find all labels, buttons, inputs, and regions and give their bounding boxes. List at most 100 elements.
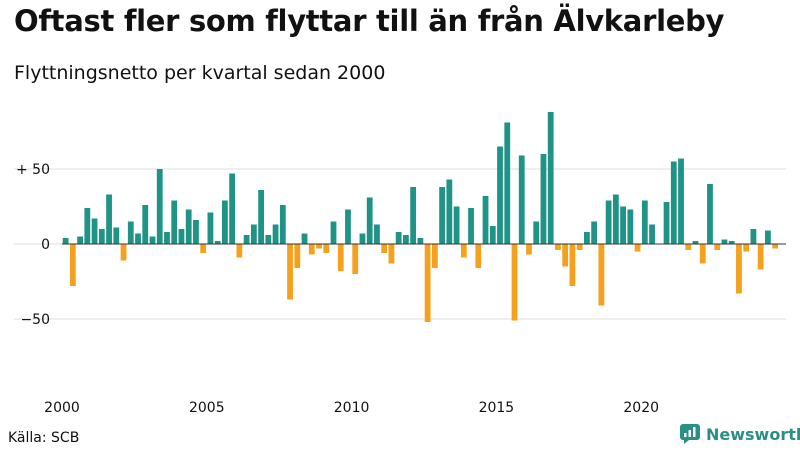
newsworthy-logo-icon bbox=[680, 424, 700, 444]
bar bbox=[149, 236, 156, 244]
bar bbox=[699, 244, 706, 264]
bar bbox=[670, 161, 677, 244]
bar bbox=[279, 205, 286, 244]
bar bbox=[468, 208, 474, 244]
brand-logo[interactable]: Newsworthy bbox=[680, 424, 800, 444]
bar bbox=[345, 209, 351, 244]
bar bbox=[330, 221, 337, 244]
chart-title: Oftast fler som flyttar till än från Älv… bbox=[14, 4, 725, 38]
bar bbox=[171, 200, 178, 244]
bar bbox=[757, 244, 764, 270]
bar bbox=[374, 224, 380, 244]
bar bbox=[424, 244, 431, 322]
x-tick-label: 2010 bbox=[334, 400, 370, 416]
y-axis-labels: + 50 0 −50 bbox=[16, 162, 50, 328]
bar bbox=[562, 244, 569, 267]
bar bbox=[258, 190, 264, 244]
bar bbox=[222, 200, 228, 244]
bar bbox=[475, 244, 482, 268]
bar bbox=[649, 224, 655, 244]
bar bbox=[663, 202, 670, 244]
bar bbox=[460, 244, 467, 258]
bar bbox=[439, 187, 445, 244]
bar bbox=[685, 244, 692, 250]
bar bbox=[84, 208, 91, 244]
bar bbox=[497, 146, 503, 244]
bar bbox=[743, 244, 750, 252]
bar bbox=[308, 244, 315, 255]
bar bbox=[250, 224, 257, 244]
source-note: Källa: SCB bbox=[8, 430, 80, 446]
bar bbox=[243, 235, 250, 244]
bar bbox=[301, 233, 308, 244]
bar bbox=[504, 122, 511, 244]
bar bbox=[678, 158, 684, 244]
bar bbox=[576, 244, 583, 250]
bar bbox=[113, 227, 120, 244]
bar bbox=[135, 233, 141, 244]
bar bbox=[164, 232, 170, 244]
bars bbox=[62, 112, 786, 322]
bar bbox=[91, 218, 98, 244]
bar bbox=[707, 184, 713, 244]
bar bbox=[620, 206, 626, 244]
bar bbox=[185, 209, 192, 244]
bar bbox=[207, 212, 214, 244]
x-tick-label: 2020 bbox=[623, 400, 659, 416]
brand-name: Newsworthy bbox=[706, 424, 800, 444]
bar bbox=[69, 244, 76, 286]
x-tick-label: 2005 bbox=[189, 400, 225, 416]
bar bbox=[359, 233, 366, 244]
bar bbox=[555, 244, 561, 250]
bar bbox=[736, 244, 742, 294]
bar bbox=[142, 205, 149, 244]
y-tick-label: + 50 bbox=[16, 162, 50, 178]
bar bbox=[540, 154, 547, 244]
bar bbox=[692, 241, 699, 244]
bar bbox=[728, 241, 735, 244]
bar bbox=[431, 244, 438, 268]
bar bbox=[627, 209, 634, 244]
bar bbox=[214, 241, 221, 244]
chart-subtitle: Flyttningsnetto per kvartal sedan 2000 bbox=[14, 62, 386, 84]
y-tick-label: 0 bbox=[41, 237, 50, 253]
bar bbox=[193, 220, 199, 244]
bar bbox=[489, 226, 496, 244]
bar bbox=[417, 238, 424, 244]
bar bbox=[714, 244, 721, 250]
x-axis-labels: 2000 2005 2010 2015 2020 bbox=[44, 400, 659, 416]
bar bbox=[533, 221, 540, 244]
bar bbox=[265, 235, 272, 244]
bar bbox=[395, 232, 402, 244]
bar bbox=[294, 244, 301, 268]
bar bbox=[765, 230, 771, 244]
bar bbox=[403, 235, 409, 244]
bar bbox=[200, 244, 207, 253]
bar bbox=[156, 169, 163, 244]
bar bbox=[511, 244, 518, 321]
bar bbox=[388, 244, 395, 264]
bar bbox=[62, 238, 69, 244]
bar bbox=[366, 197, 373, 244]
bar bbox=[316, 244, 322, 249]
bar bbox=[591, 221, 598, 244]
bar bbox=[721, 239, 728, 244]
bar bbox=[272, 224, 279, 244]
bar bbox=[236, 244, 243, 258]
bar bbox=[482, 196, 489, 244]
bar bbox=[641, 200, 648, 244]
x-tick-label: 2015 bbox=[479, 400, 515, 416]
bar bbox=[518, 155, 525, 244]
bar bbox=[598, 244, 605, 306]
bar bbox=[772, 244, 779, 249]
bar bbox=[77, 236, 83, 244]
bar bbox=[178, 229, 185, 244]
bar bbox=[750, 229, 757, 244]
bar bbox=[410, 187, 417, 244]
x-tick-label: 2000 bbox=[44, 400, 80, 416]
bar bbox=[352, 244, 359, 274]
bar bbox=[127, 221, 134, 244]
bar bbox=[287, 244, 293, 300]
bar bbox=[446, 179, 453, 244]
bar bbox=[605, 200, 612, 244]
